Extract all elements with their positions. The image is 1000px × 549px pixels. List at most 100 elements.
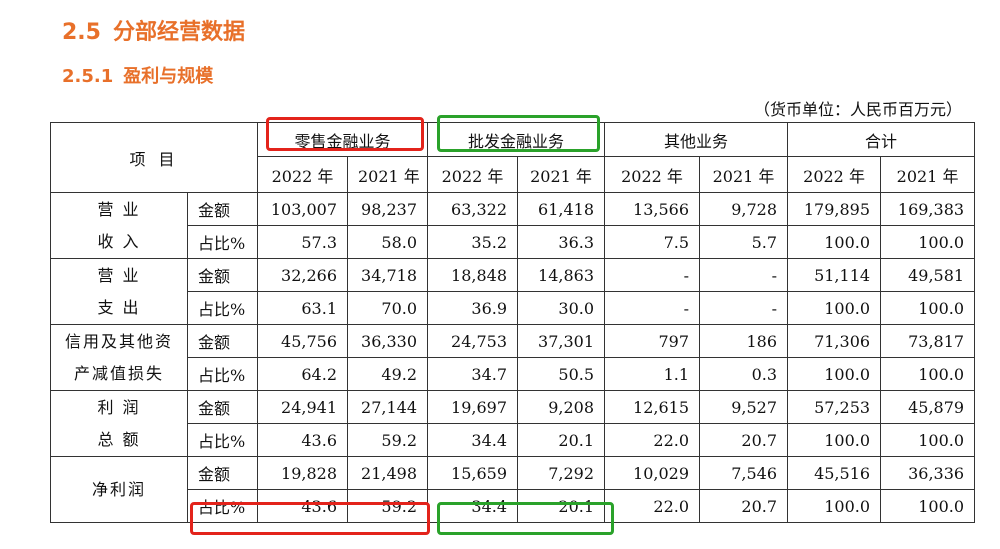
- segment-header-other: 其他业务: [604, 122, 789, 157]
- header-row-segments: 项 目 零售金融业务 批发金融业务 其他业务 合计: [50, 122, 976, 193]
- metric-label: 占比%: [187, 357, 258, 391]
- value-cell: 10,029: [604, 456, 701, 490]
- value-cell: 71,306: [787, 324, 882, 358]
- value-cell: 34.4: [427, 423, 519, 457]
- value-cell: 100.0: [880, 357, 976, 391]
- value-cell: 797: [604, 324, 701, 358]
- value-cell: 20.1: [517, 423, 606, 457]
- value-cell: 32,266: [257, 258, 348, 292]
- section-title: 分部经营数据: [112, 20, 245, 45]
- value-cell: 50.5: [517, 357, 606, 391]
- value-cell: 36.3: [517, 225, 606, 259]
- table-row: 营 业支 出金额 32,266 34,718 18,848 14,863- -51,114…: [50, 258, 976, 325]
- value-cell: 34.4: [427, 489, 519, 523]
- value-cell: 30.0: [517, 291, 606, 325]
- metric-label: 占比%: [187, 291, 258, 325]
- value-cell: 0.3: [699, 357, 789, 391]
- row-item-label-line: 营 业: [97, 199, 141, 219]
- table-row: 占比% 57.3 58.0 35.2 36.3 7.5 5.7 100.0 100.0: [51, 225, 976, 259]
- year-header: 2021 年: [699, 156, 789, 193]
- row-item-label-line: 总 额: [97, 429, 141, 449]
- table-row: 营 业收 入金额 103,007 98,237 63,322 61,418 13,566 9…: [50, 192, 976, 259]
- value-cell: 19,828: [257, 456, 348, 490]
- value-cell: 61,418: [517, 192, 606, 226]
- metric-label: 金额: [187, 324, 258, 358]
- row-item-label: 利 润总 额: [50, 390, 188, 457]
- row-item-label: 营 业支 出: [50, 258, 188, 325]
- metric-label: 金额: [187, 258, 258, 292]
- row-item-label-line: 利 润: [97, 397, 141, 417]
- value-cell: 100.0: [787, 423, 882, 457]
- table-row: 占比% 43.6 59.2 34.4 20.1 22.0 20.7 100.0 100.0: [51, 423, 976, 457]
- value-cell: 18,848: [427, 258, 519, 292]
- value-cell: 9,208: [517, 390, 606, 424]
- subsection-number: 2.5.1: [62, 66, 114, 87]
- year-header: 2021 年: [346, 156, 429, 193]
- value-cell: 73,817: [880, 324, 976, 358]
- value-cell: -: [699, 258, 789, 292]
- value-cell: 169,383: [880, 192, 976, 226]
- value-cell: 36,336: [880, 456, 976, 490]
- value-cell: 57,253: [787, 390, 882, 424]
- value-cell: 20.1: [517, 489, 606, 523]
- value-cell: 100.0: [880, 225, 976, 259]
- year-header: 2022 年: [257, 156, 348, 193]
- value-cell: 43.6: [257, 423, 348, 457]
- value-cell: 7,546: [699, 456, 789, 490]
- year-header: 2022 年: [787, 156, 882, 193]
- row-item-label-line: 收 入: [97, 231, 141, 251]
- table-row: 净利润 金额 19,828 21,498 15,659 7,292 10,029 7,546 4…: [50, 456, 976, 523]
- value-cell: 9,527: [699, 390, 789, 424]
- section-heading: 2.5 分部经营数据: [62, 14, 245, 46]
- value-cell: 24,753: [427, 324, 519, 358]
- value-cell: 19,697: [427, 390, 519, 424]
- value-cell: 13,566: [604, 192, 701, 226]
- value-cell: 100.0: [880, 423, 976, 457]
- row-item-label-line: 营 业: [97, 265, 141, 285]
- row-item-label-line: 支 出: [97, 297, 141, 317]
- value-cell: 34,718: [346, 258, 429, 292]
- value-cell: 24,941: [257, 390, 348, 424]
- value-cell: 100.0: [880, 489, 976, 523]
- value-cell: 43.6: [257, 489, 348, 523]
- value-cell: 37,301: [517, 324, 606, 358]
- value-cell: 9,728: [699, 192, 789, 226]
- row-item-label-line: 产减值损失: [73, 363, 164, 383]
- value-cell: 35.2: [427, 225, 519, 259]
- value-cell: 14,863: [517, 258, 606, 292]
- value-cell: 21,498: [346, 456, 429, 490]
- value-cell: 98,237: [346, 192, 429, 226]
- value-cell: 20.7: [699, 489, 789, 523]
- currency-unit-note: （货币单位：人民币百万元）: [753, 100, 962, 119]
- metric-label: 金额: [187, 390, 258, 424]
- value-cell: 103,007: [257, 192, 348, 226]
- value-cell: 100.0: [787, 291, 882, 325]
- table-row: 利 润总 额金额 24,941 27,144 19,697 9,208 12,615 9,5…: [50, 390, 976, 457]
- metric-label: 占比%: [187, 423, 258, 457]
- value-cell: 20.7: [699, 423, 789, 457]
- value-cell: 186: [699, 324, 789, 358]
- row-item-label: 营 业收 入: [50, 192, 188, 259]
- value-cell: -: [604, 258, 701, 292]
- subsection-heading: 2.5.1 盈利与规模: [62, 62, 213, 88]
- value-cell: 51,114: [787, 258, 882, 292]
- metric-label: 金额: [187, 192, 258, 226]
- value-cell: 45,756: [257, 324, 348, 358]
- table-row: 信用及其他资 产减值损失 金额 45,756 36,330 24,753 37,301 797…: [50, 324, 976, 391]
- subsection-title: 盈利与规模: [123, 66, 214, 87]
- value-cell: 45,879: [880, 390, 976, 424]
- value-cell: 64.2: [257, 357, 348, 391]
- row-item-label-line: 信用及其他资: [64, 331, 173, 351]
- value-cell: -: [604, 291, 701, 325]
- segment-data-table: 项 目 零售金融业务 批发金融业务 其他业务 合计 2022 年 2021 年 …: [50, 122, 976, 523]
- table-row: 占比% 64.2 49.2 34.7 50.5 1.1 0.3 100.0 100.0: [51, 357, 976, 391]
- value-cell: 27,144: [346, 390, 429, 424]
- value-cell: 63,322: [427, 192, 519, 226]
- row-item-label: 净利润: [50, 456, 188, 523]
- year-header: 2022 年: [427, 156, 519, 193]
- metric-label: 占比%: [187, 225, 258, 259]
- value-cell: 45,516: [787, 456, 882, 490]
- value-cell: -: [699, 291, 789, 325]
- value-cell: 22.0: [604, 489, 701, 523]
- table-row: 占比% 43.6 59.2 34.4 20.1 22.0 20.7 100.0 100.0: [51, 489, 976, 523]
